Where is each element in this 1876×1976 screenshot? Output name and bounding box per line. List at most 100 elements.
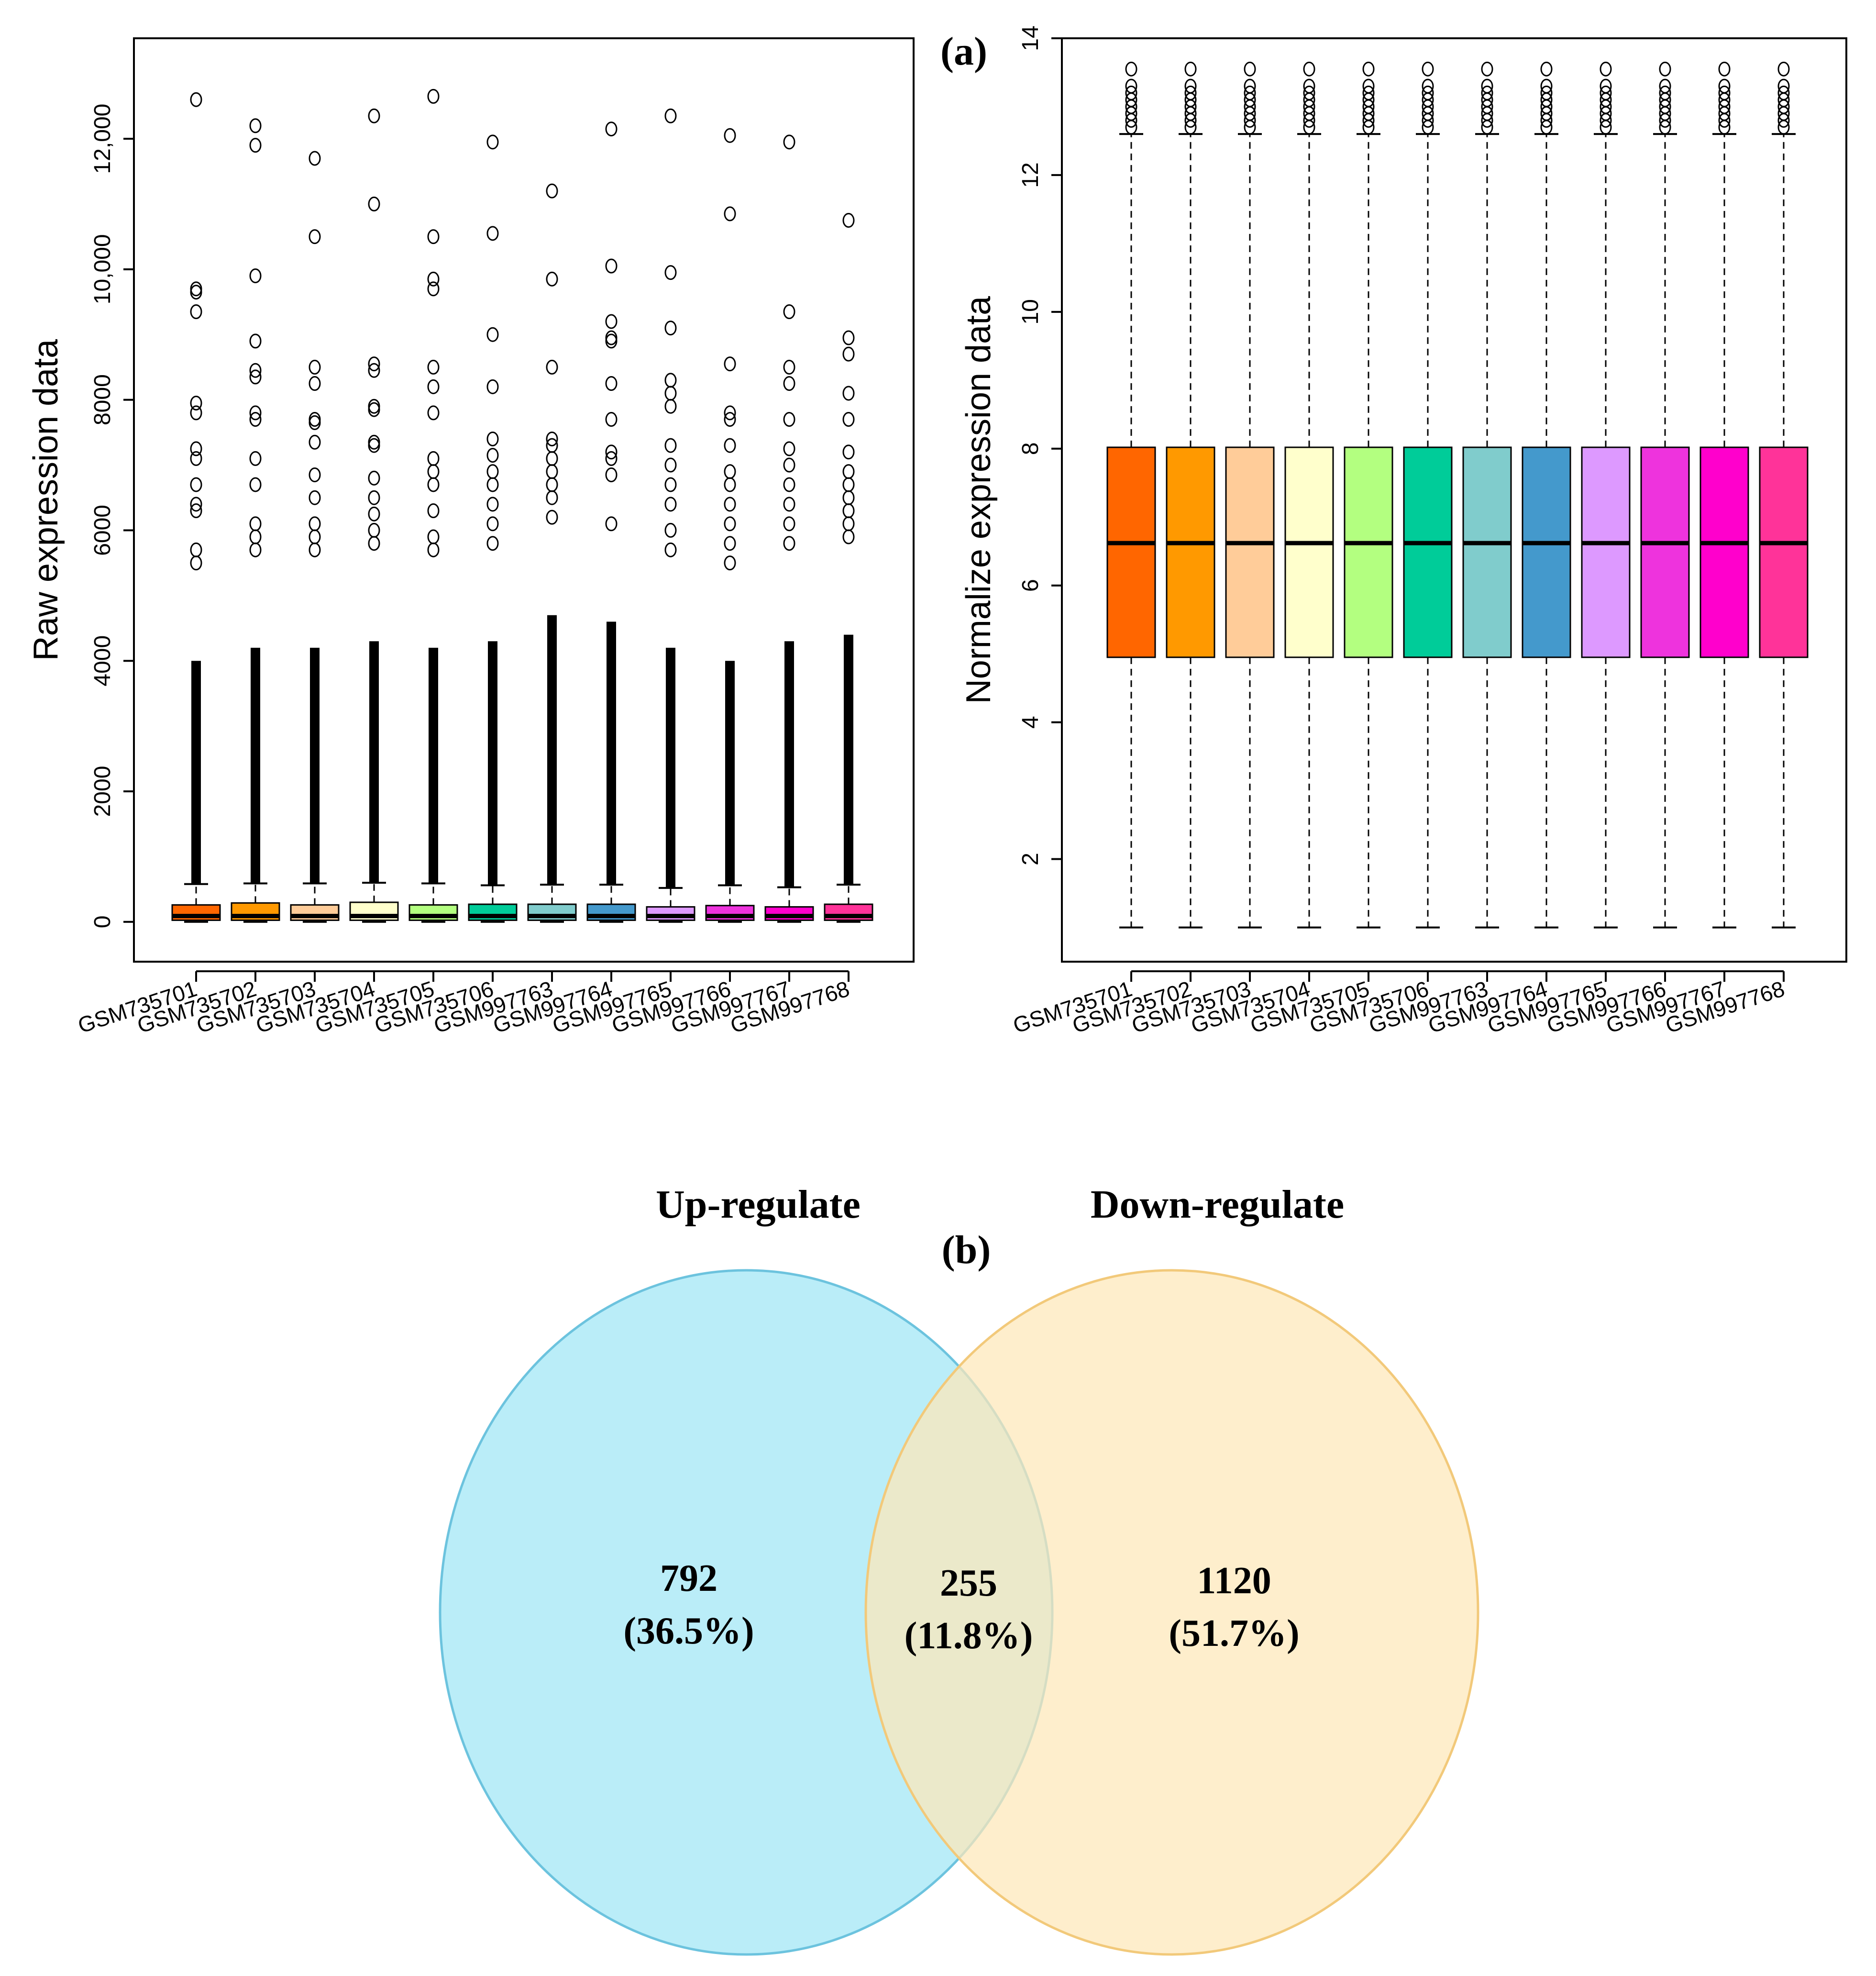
right-box-group [1106, 61, 1156, 929]
left-y-axis-title: Raw expression data [27, 339, 65, 661]
left-box-group [290, 151, 340, 923]
left-outlier-point [249, 369, 262, 385]
left-outlier-point [605, 258, 618, 274]
venn-up-only-percent: (36.5%) [623, 1610, 754, 1652]
left-outlier-point [546, 359, 558, 375]
left-outlier-point [249, 268, 262, 283]
left-outlier-point [190, 555, 202, 571]
right-box [1284, 446, 1334, 658]
left-outlier-point [309, 529, 321, 544]
right-box-group [1581, 61, 1631, 929]
right-outlier-point [1718, 78, 1731, 94]
right-outlier-point [1481, 85, 1493, 100]
right-outlier-point [1540, 78, 1553, 94]
right-y-tick-label: 4 [1018, 716, 1043, 729]
panel-label-a: (a) [940, 29, 987, 74]
left-outlier-point [486, 431, 499, 446]
left-outlier-point [605, 451, 618, 466]
venn-set-label-down: Down-regulate [1091, 1182, 1344, 1227]
right-outlier-point [1659, 61, 1671, 77]
right-outlier-point [1718, 85, 1731, 100]
left-outlier-point [724, 128, 736, 143]
venn-up-only-count: 792 [660, 1557, 717, 1599]
left-outlier-point [605, 314, 618, 329]
right-box [1581, 446, 1631, 658]
left-outlier-point [842, 464, 855, 479]
left-outlier-point [605, 516, 618, 532]
right-outlier-point [1777, 78, 1790, 94]
left-outlier-point [368, 363, 380, 378]
left-outlier-point [664, 457, 677, 473]
left-outlier-point [783, 359, 795, 375]
left-outlier-point [249, 451, 262, 466]
left-plot-frame [133, 37, 915, 963]
left-outlier-point [842, 477, 855, 492]
right-y-tick-label: 12 [1018, 162, 1043, 188]
left-outlier-point [190, 441, 202, 456]
left-outlier-point [190, 281, 202, 297]
left-outlier-point [486, 226, 499, 241]
left-outlier-point [427, 529, 440, 544]
left-outlier-point [783, 457, 795, 473]
left-outlier-point [546, 271, 558, 287]
left-outlier-point [427, 542, 440, 557]
right-box-group [1462, 61, 1512, 929]
left-box-group [468, 134, 518, 923]
left-box [646, 906, 695, 921]
right-outlier-point [1659, 85, 1671, 100]
left-outlier-point [664, 321, 677, 336]
left-y-tick-label: 10,000 [90, 234, 115, 304]
left-outlier-point [724, 464, 736, 479]
right-outlier-point [1718, 61, 1731, 77]
left-outlier-point [664, 386, 677, 401]
left-outlier-point [309, 415, 321, 430]
right-outlier-point [1362, 78, 1375, 94]
left-box [764, 906, 814, 921]
left-outlier-point [724, 405, 736, 421]
left-outlier-point [309, 542, 321, 557]
left-outlier-point [664, 542, 677, 557]
left-outlier-point [249, 363, 262, 378]
left-outlier-point [486, 477, 499, 492]
right-box-group [1344, 61, 1393, 929]
left-outlier-point [664, 497, 677, 512]
left-box-group [764, 134, 814, 923]
left-box-group [231, 118, 280, 923]
venn-overlap-percent: (11.8%) [905, 1615, 1033, 1657]
right-box-group [1225, 61, 1275, 929]
right-outlier-point [1777, 61, 1790, 77]
venn-overlap-count: 255 [940, 1562, 997, 1604]
left-outlier-point [190, 395, 202, 411]
left-outlier-point [664, 438, 677, 453]
left-outlier-point [368, 196, 380, 211]
right-box-group [1640, 61, 1690, 929]
right-box [1522, 446, 1571, 658]
left-outlier-point [783, 134, 795, 150]
right-outlier-point [1184, 85, 1197, 100]
left-outlier-point [842, 412, 855, 427]
panel-label-b: (b) [942, 1228, 991, 1272]
left-outlier-point [842, 516, 855, 532]
left-y-tick-label: 8000 [90, 374, 115, 425]
left-outlier-point [249, 542, 262, 557]
right-box [1344, 446, 1393, 658]
right-outlier-point [1600, 85, 1612, 100]
left-box-group [824, 213, 873, 923]
left-outlier-point [309, 229, 321, 244]
left-outlier-point [842, 490, 855, 505]
right-outlier-point [1303, 78, 1315, 94]
right-box-group [1166, 61, 1215, 929]
right-outlier-point [1303, 61, 1315, 77]
right-box [1166, 446, 1215, 658]
left-outlier-point [190, 405, 202, 421]
left-outlier-point [664, 522, 677, 538]
right-outlier-point [1600, 78, 1612, 94]
left-outlier-point [664, 108, 677, 123]
left-outlier-point [427, 229, 440, 244]
left-outlier-point [309, 151, 321, 166]
left-box-group [646, 108, 695, 923]
left-outlier-point [605, 467, 618, 482]
left-outlier-point [190, 477, 202, 492]
left-outlier-point [783, 477, 795, 492]
left-outlier-point [486, 379, 499, 394]
